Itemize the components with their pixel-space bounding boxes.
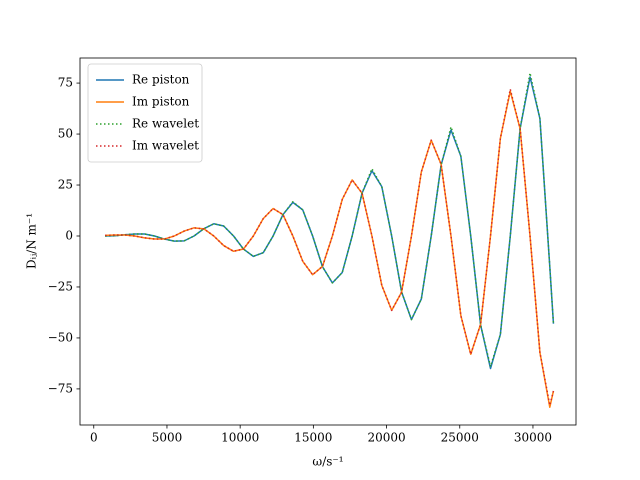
y-tick-label: 0 bbox=[65, 228, 73, 242]
y-tick-label: 50 bbox=[58, 127, 73, 141]
x-tick-label: 0 bbox=[90, 431, 98, 445]
y-tick-label: 25 bbox=[58, 178, 73, 192]
x-tick-label: 30000 bbox=[514, 431, 552, 445]
y-tick-label: −25 bbox=[48, 279, 73, 293]
series-line bbox=[105, 72, 555, 368]
legend-label: Im piston bbox=[132, 95, 190, 109]
x-tick-label: 15000 bbox=[294, 431, 332, 445]
y-tick-label: −75 bbox=[48, 381, 73, 395]
y-tick-label: −50 bbox=[48, 330, 73, 344]
x-tick-label: 5000 bbox=[152, 431, 183, 445]
legend-label: Re piston bbox=[132, 73, 190, 87]
x-tick-label: 10000 bbox=[221, 431, 259, 445]
y-tick-label: 75 bbox=[58, 76, 73, 90]
x-axis-label: ω/s⁻¹ bbox=[312, 455, 343, 469]
legend-label: Im wavelet bbox=[132, 139, 199, 153]
x-tick-label: 20000 bbox=[367, 431, 405, 445]
series-line bbox=[105, 88, 555, 406]
legend-label: Re wavelet bbox=[132, 117, 199, 131]
plot-frame bbox=[79, 57, 577, 426]
legend: Re piston Im piston Re wavelet Im wavelet bbox=[87, 63, 203, 163]
y-axis-label: Dᵢⱼ/N m⁻¹ bbox=[25, 213, 39, 269]
x-tick-label: 25000 bbox=[441, 431, 479, 445]
legend-box bbox=[87, 63, 203, 163]
